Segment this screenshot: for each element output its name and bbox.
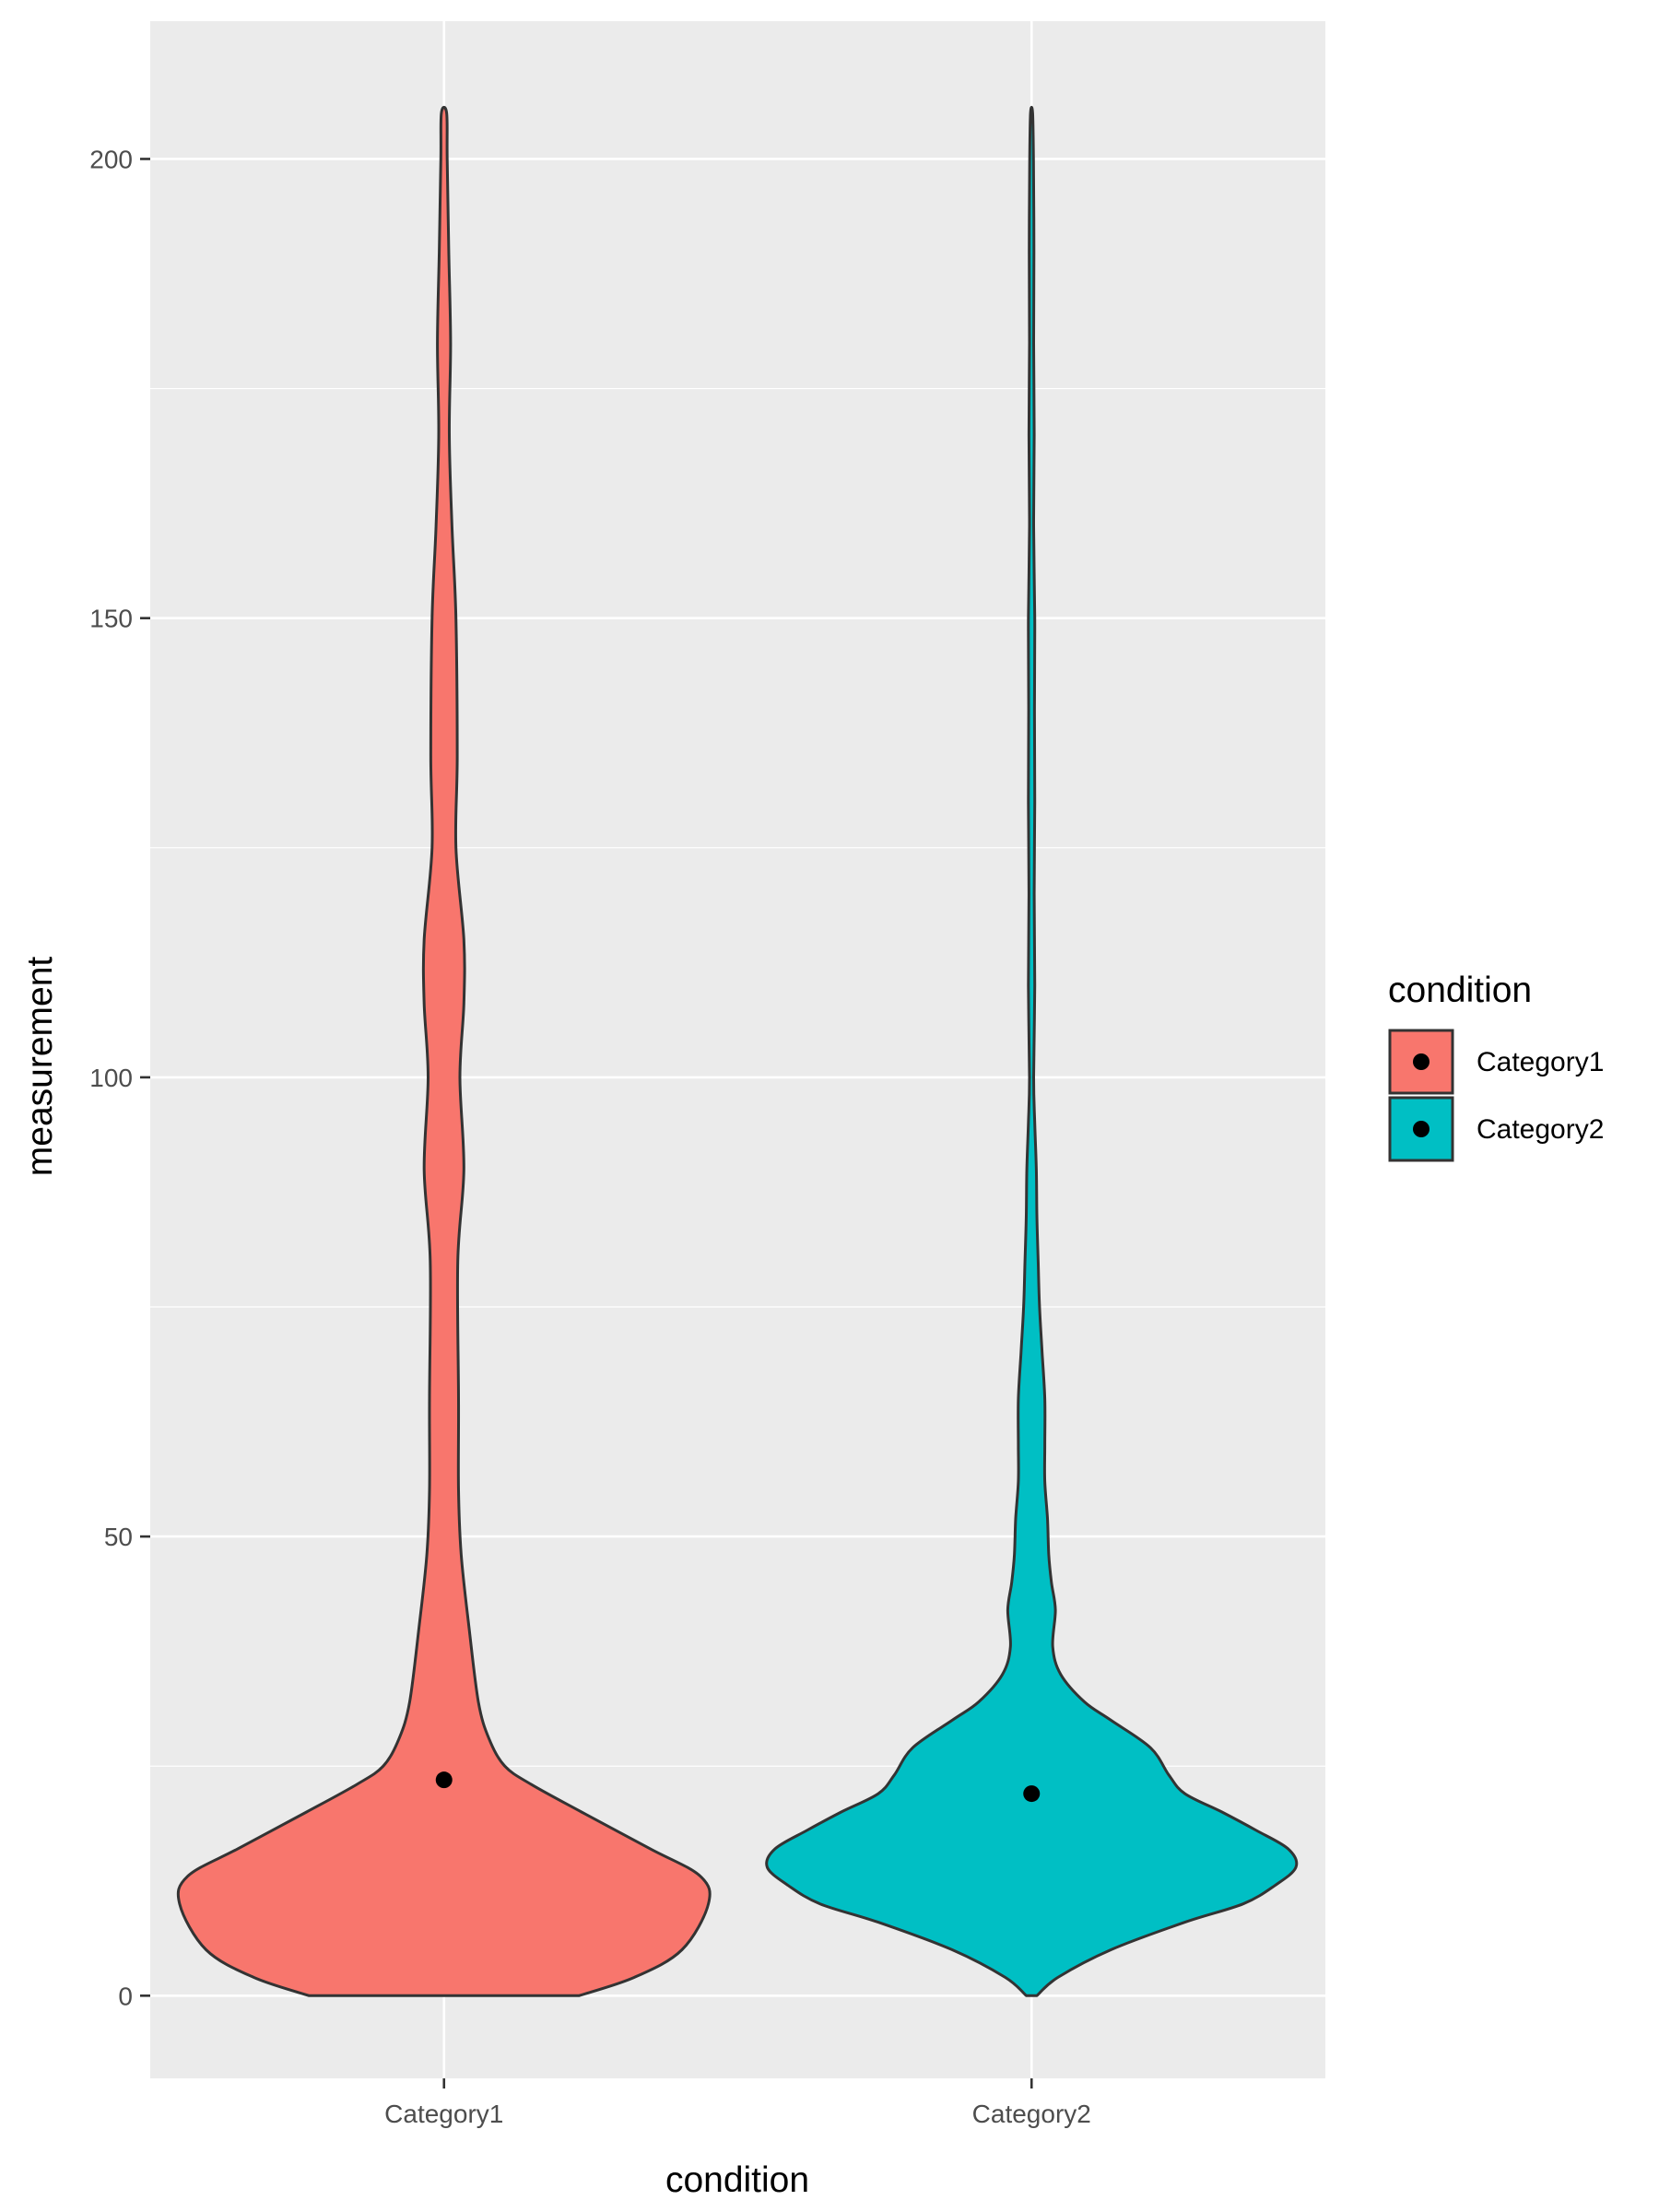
y-tick-label: 0: [118, 1982, 133, 2010]
mean-points: [435, 1771, 1041, 1803]
y-axis-title: measurement: [20, 957, 60, 1177]
violin-category1: [176, 105, 712, 1997]
x-axis-title: condition: [665, 2160, 809, 2200]
x-tick-label-category1: Category1: [384, 2100, 503, 2128]
mean-point-category1: [435, 1771, 453, 1789]
legend-label-category2: Category2: [1477, 1114, 1604, 1145]
y-tick-label: 200: [89, 145, 133, 173]
y-axis: 0 50 100 150 200: [89, 145, 150, 2010]
mean-point-category2: [1023, 1785, 1041, 1803]
legend-key-point: [1413, 1053, 1430, 1070]
legend-title: condition: [1388, 971, 1532, 1010]
legend: condition Category1 Category2: [1388, 971, 1604, 1162]
y-tick-label: 150: [89, 605, 133, 633]
y-tick-label: 100: [89, 1064, 133, 1092]
violins: [176, 105, 1299, 1997]
violin-category2: [765, 105, 1299, 1997]
x-axis: Category1 Category2: [384, 2078, 1091, 2128]
y-tick-label: 50: [104, 1523, 133, 1551]
legend-key-point: [1413, 1121, 1430, 1137]
legend-label-category1: Category1: [1477, 1047, 1604, 1077]
x-tick-label-category2: Category2: [972, 2100, 1091, 2128]
